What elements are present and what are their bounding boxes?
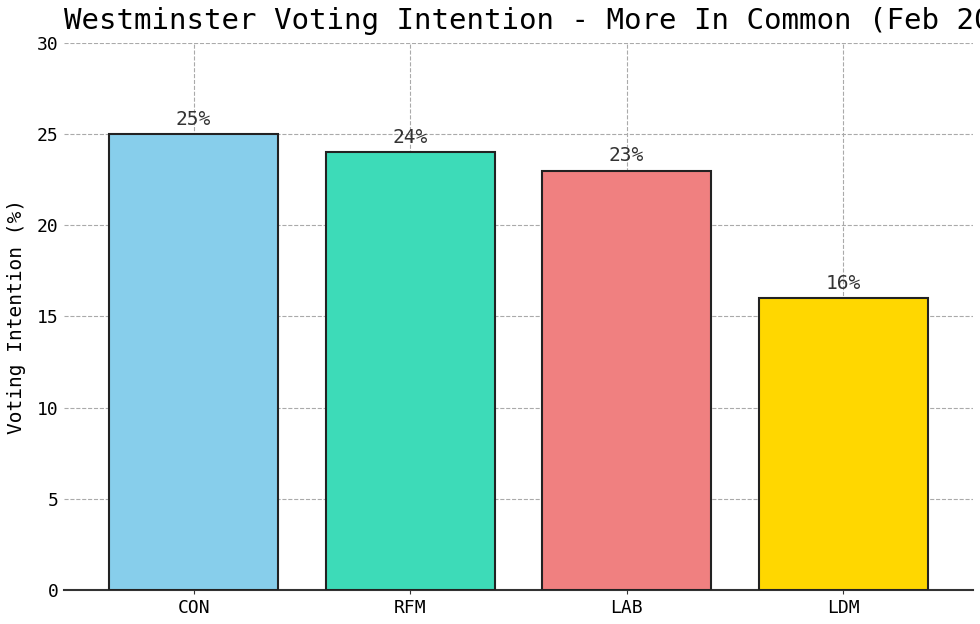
Text: 24%: 24% bbox=[392, 128, 427, 147]
Text: Westminster Voting Intention - More In Common (Feb 2025): Westminster Voting Intention - More In C… bbox=[64, 7, 980, 35]
Y-axis label: Voting Intention (%): Voting Intention (%) bbox=[7, 199, 25, 434]
Text: 23%: 23% bbox=[609, 146, 644, 165]
Bar bbox=[325, 152, 495, 590]
Text: 16%: 16% bbox=[825, 274, 860, 293]
Text: 25%: 25% bbox=[176, 110, 212, 129]
Bar bbox=[759, 298, 928, 590]
Bar bbox=[542, 170, 711, 590]
Bar bbox=[109, 134, 278, 590]
